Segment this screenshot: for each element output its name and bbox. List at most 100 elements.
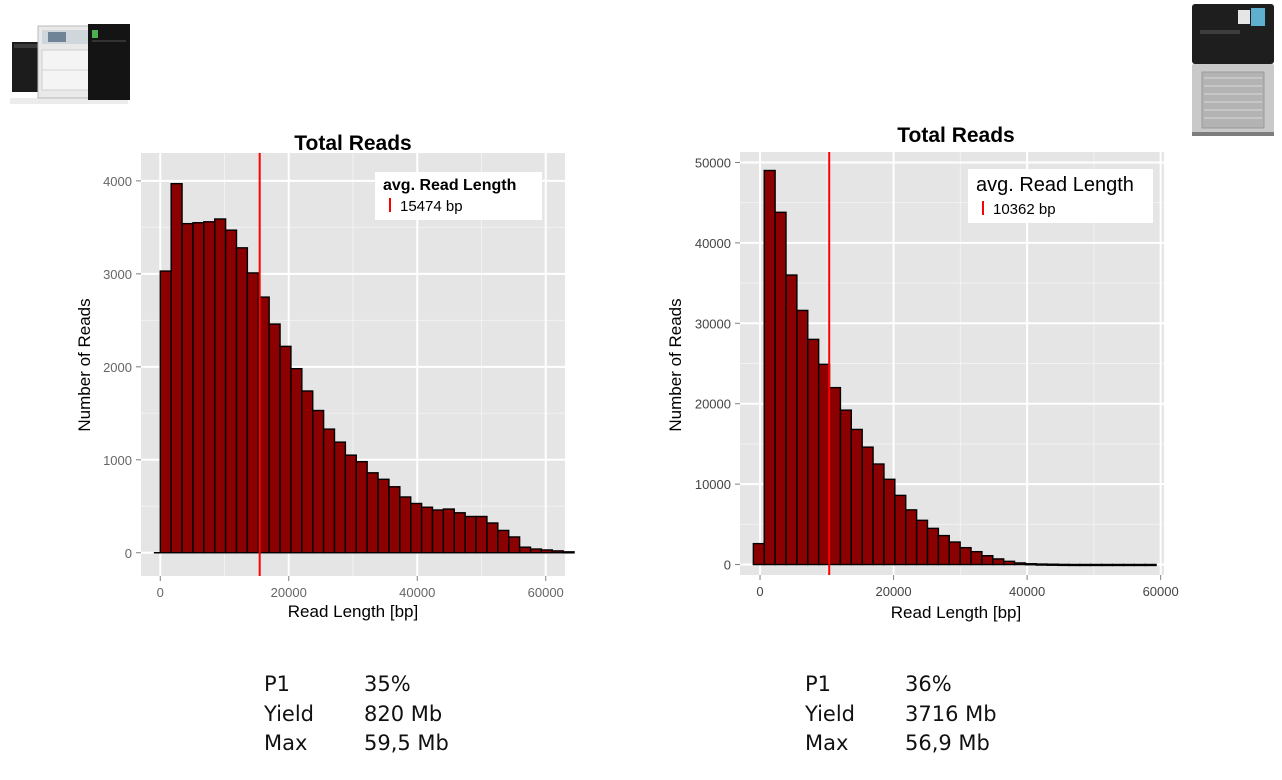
stats-row: Max 56,9 Mb <box>805 729 997 759</box>
y-tick-label: 3000 <box>103 267 132 282</box>
stat-value: 36% <box>905 672 952 696</box>
stats-row: P1 35% <box>264 670 449 700</box>
stat-key: Max <box>805 731 849 755</box>
x-tick-label: 40000 <box>1009 584 1045 599</box>
histogram-bar <box>235 247 249 554</box>
histogram-bar <box>551 550 564 554</box>
y-tick-label: 20000 <box>695 397 731 412</box>
stats-right: P1 36% Yield 3716 Mb Max 56,9 Mb <box>805 670 997 759</box>
x-tick-label: 60000 <box>1143 584 1179 599</box>
histogram-bar <box>1122 563 1135 567</box>
y-tick-label: 0 <box>125 546 132 561</box>
histogram-bar <box>807 338 820 566</box>
histogram-bar <box>970 550 983 566</box>
histogram-bar <box>486 522 499 554</box>
y-tick-label: 1000 <box>103 453 132 468</box>
stat-value: 35% <box>364 672 411 696</box>
histogram-bar <box>453 512 466 554</box>
stats-row: Yield 820 Mb <box>264 700 449 730</box>
histogram-bar <box>344 454 357 554</box>
histogram-bar <box>828 386 842 566</box>
y-tick-label: 50000 <box>695 155 731 170</box>
histogram-bar <box>333 441 347 554</box>
histogram-bar <box>948 541 961 566</box>
histogram-bar <box>1100 563 1114 567</box>
sequencer-sequel-icon <box>1188 2 1278 143</box>
histogram-bar <box>246 272 259 554</box>
histogram-bar <box>497 529 510 554</box>
histogram-bar <box>224 229 238 554</box>
histogram-bar <box>159 270 172 554</box>
histogram-bar <box>366 472 379 554</box>
histogram-bar <box>192 222 205 554</box>
histogram-bar <box>1013 562 1027 566</box>
histogram-bar <box>883 478 896 566</box>
x-tick-label: 20000 <box>875 584 911 599</box>
histogram-bar <box>1111 563 1125 567</box>
legend-label: 15474 bp <box>400 198 463 215</box>
histogram-bar <box>1024 563 1038 566</box>
histogram-bar <box>377 478 390 554</box>
histogram-bar <box>1057 563 1070 567</box>
histogram-bar <box>464 515 477 554</box>
histogram-bar <box>312 409 325 554</box>
stat-value: 820 Mb <box>364 701 443 726</box>
histogram-bar <box>992 558 1005 566</box>
stats-row: Max 59,5 Mb <box>264 729 449 759</box>
sequencer-rs-icon <box>4 8 134 113</box>
histogram-bar <box>388 486 401 554</box>
histogram-bar <box>1068 563 1081 567</box>
stats-row: P1 36% <box>805 670 997 700</box>
histogram-bar <box>785 274 798 566</box>
x-tick-label: 0 <box>157 585 164 600</box>
histogram-bar <box>752 542 765 566</box>
stat-value: 59,5 Mb <box>364 731 449 755</box>
y-axis-label: Number of Reads <box>666 298 685 431</box>
histogram-bar <box>203 221 216 554</box>
stats-left: P1 35% Yield 820 Mb Max 59,5 Mb <box>264 670 449 759</box>
chart-title: Total Reads <box>294 132 411 155</box>
histogram-bar <box>508 536 521 554</box>
histogram-bar <box>894 494 907 566</box>
histogram-bar <box>1133 563 1146 567</box>
histogram-bar <box>839 409 853 566</box>
histogram-bar <box>850 428 863 566</box>
histogram-bar <box>279 345 292 554</box>
histogram-bar <box>518 546 532 554</box>
histogram-left-svg: 0 20000 40000 60000 0 1000 2000 3000 4000 Total R… <box>75 132 575 621</box>
stat-value: 56,9 Mb <box>905 731 990 755</box>
y-tick-label: 40000 <box>695 236 731 251</box>
histogram-bar <box>1090 563 1103 567</box>
histogram-bar <box>540 549 553 554</box>
chart-title: Total Reads <box>897 124 1014 147</box>
histogram-right: 0 20000 40000 60000 0 10000 20000 30000 40000 500… <box>660 112 1200 630</box>
histogram-bar <box>442 508 455 554</box>
stat-key: Yield <box>264 701 314 726</box>
legend-label: 10362 bp <box>993 201 1056 218</box>
stat-value: 3716 Mb <box>905 701 997 726</box>
stat-key: P1 <box>264 672 291 696</box>
histogram-bar <box>763 169 776 566</box>
x-tick-label: 40000 <box>399 585 435 600</box>
y-tick-label: 30000 <box>695 316 731 331</box>
histogram-right-svg: 0 20000 40000 60000 0 10000 20000 30000 40000 500… <box>666 124 1179 622</box>
histogram-bar <box>915 519 929 566</box>
histogram-bar <box>562 551 575 554</box>
histogram-bar <box>399 496 412 554</box>
histogram-bar <box>410 502 423 554</box>
y-axis-label: Number of Reads <box>75 298 94 431</box>
histogram-bar <box>529 548 543 554</box>
histogram-bar <box>905 509 918 566</box>
histogram-bar <box>214 218 227 554</box>
histogram-bar <box>1046 563 1059 566</box>
histogram-bar <box>355 460 368 554</box>
x-tick-label: 0 <box>756 584 763 599</box>
y-tick-label: 0 <box>724 558 731 573</box>
histogram-bar <box>861 446 874 566</box>
histogram-bar <box>981 554 994 566</box>
y-tick-label: 4000 <box>103 174 132 189</box>
x-tick-label: 60000 <box>528 585 564 600</box>
histogram-bar <box>170 182 183 554</box>
stat-key: P1 <box>805 672 832 696</box>
histogram-bar <box>322 428 336 554</box>
